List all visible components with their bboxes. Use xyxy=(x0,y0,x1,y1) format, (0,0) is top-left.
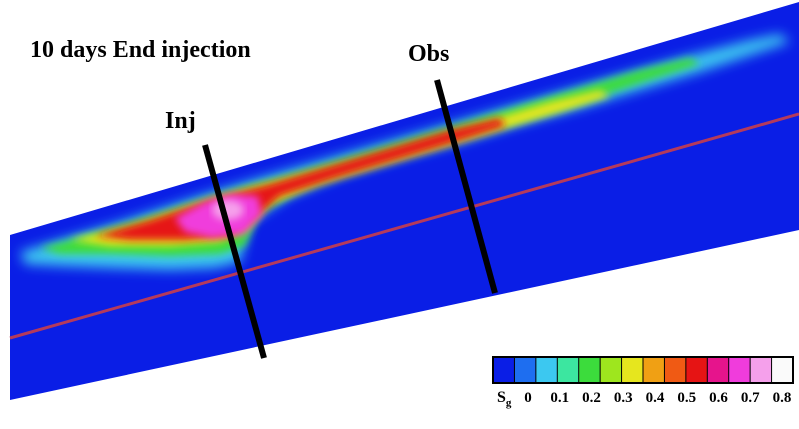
injection-well xyxy=(202,144,267,359)
colorbar-tick-label: 0.2 xyxy=(582,390,601,406)
colorbar-tick-label: 0.5 xyxy=(677,390,696,406)
colorbar-tick-label: 0.8 xyxy=(773,390,792,406)
colorbar-swatch xyxy=(621,356,645,384)
colorbar-tick-label: 0.6 xyxy=(709,390,728,406)
colorbar-swatch xyxy=(663,356,687,384)
colorbar-swatches xyxy=(492,356,795,384)
colorbar-swatch xyxy=(728,356,752,384)
colorbar-tick-labels: 0 0.1 0.2 0.3 0.4 0.5 0.6 0.7 0.8 xyxy=(524,390,791,406)
colorbar-tick-label: 0.1 xyxy=(550,390,569,406)
colorbar-swatch xyxy=(535,356,559,384)
colorbar-swatch xyxy=(513,356,537,384)
gas-plume xyxy=(20,34,790,270)
layer-boundary-line xyxy=(9,112,799,340)
colorbar-symbol: Sg xyxy=(497,389,512,409)
colorbar-tick-label: 0.3 xyxy=(614,390,633,406)
reservoir-domain xyxy=(10,2,799,400)
colorbar-swatch xyxy=(578,356,602,384)
colorbar-tick-label: 0.7 xyxy=(741,390,760,406)
observation-well-label: Obs xyxy=(408,41,449,67)
saturation-colorbar: 0 0.1 0.2 0.3 0.4 0.5 0.6 0.7 0.8 Sg xyxy=(492,356,795,409)
colorbar-tick-label: 0 xyxy=(524,390,532,406)
figure-title: 10 days End injection xyxy=(30,37,251,63)
observation-well xyxy=(434,79,498,294)
colorbar-swatch xyxy=(685,356,709,384)
colorbar-swatch xyxy=(642,356,666,384)
colorbar-frame xyxy=(492,356,794,384)
colorbar-swatch xyxy=(706,356,730,384)
colorbar-swatch xyxy=(599,356,623,384)
colorbar-swatch xyxy=(492,356,516,384)
colorbar-swatch xyxy=(771,356,795,384)
colorbar-swatch xyxy=(556,356,580,384)
injection-well-label: Inj xyxy=(165,108,196,134)
colorbar-swatch xyxy=(749,356,773,384)
colorbar-tick-label: 0.4 xyxy=(646,390,665,406)
